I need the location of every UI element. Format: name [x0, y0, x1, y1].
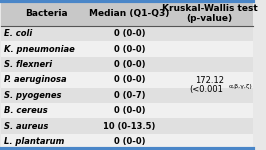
Bar [1, 57, 253, 72]
Text: P. aeruginosa: P. aeruginosa [5, 75, 67, 84]
Text: 0 (0-7): 0 (0-7) [114, 91, 145, 100]
Text: 172.12: 172.12 [195, 76, 224, 85]
Text: Bacteria: Bacteria [26, 9, 68, 18]
Text: 0 (0-0): 0 (0-0) [114, 45, 145, 54]
Text: S. flexneri: S. flexneri [5, 60, 53, 69]
Text: S. pyogenes: S. pyogenes [5, 91, 62, 100]
Bar [1, 88, 253, 103]
Text: B. cereus: B. cereus [5, 106, 48, 115]
Text: 0 (0-0): 0 (0-0) [114, 75, 145, 84]
Bar [1, 41, 253, 57]
Text: α,β,γ,ζ): α,β,γ,ζ) [228, 84, 252, 89]
Text: Median (Q1-Q3): Median (Q1-Q3) [89, 9, 169, 18]
Bar [1, 134, 253, 149]
Text: 0 (0-0): 0 (0-0) [114, 29, 145, 38]
Bar [1, 118, 253, 134]
Text: K. pneumoniae: K. pneumoniae [5, 45, 75, 54]
Text: E. coli: E. coli [5, 29, 33, 38]
Text: S. aureus: S. aureus [5, 122, 49, 131]
Text: L. plantarum: L. plantarum [5, 137, 65, 146]
Text: 0 (0-0): 0 (0-0) [114, 60, 145, 69]
Text: Kruskal-Wallis test
(p-value): Kruskal-Wallis test (p-value) [162, 4, 257, 23]
Bar [1, 72, 253, 88]
Bar [1, 1, 253, 26]
Text: (<0.001: (<0.001 [189, 85, 223, 94]
Text: 0 (0-0): 0 (0-0) [114, 106, 145, 115]
Bar [1, 26, 253, 41]
Bar [1, 103, 253, 119]
Text: 0 (0-0): 0 (0-0) [114, 137, 145, 146]
Text: 10 (0-13.5): 10 (0-13.5) [103, 122, 156, 131]
